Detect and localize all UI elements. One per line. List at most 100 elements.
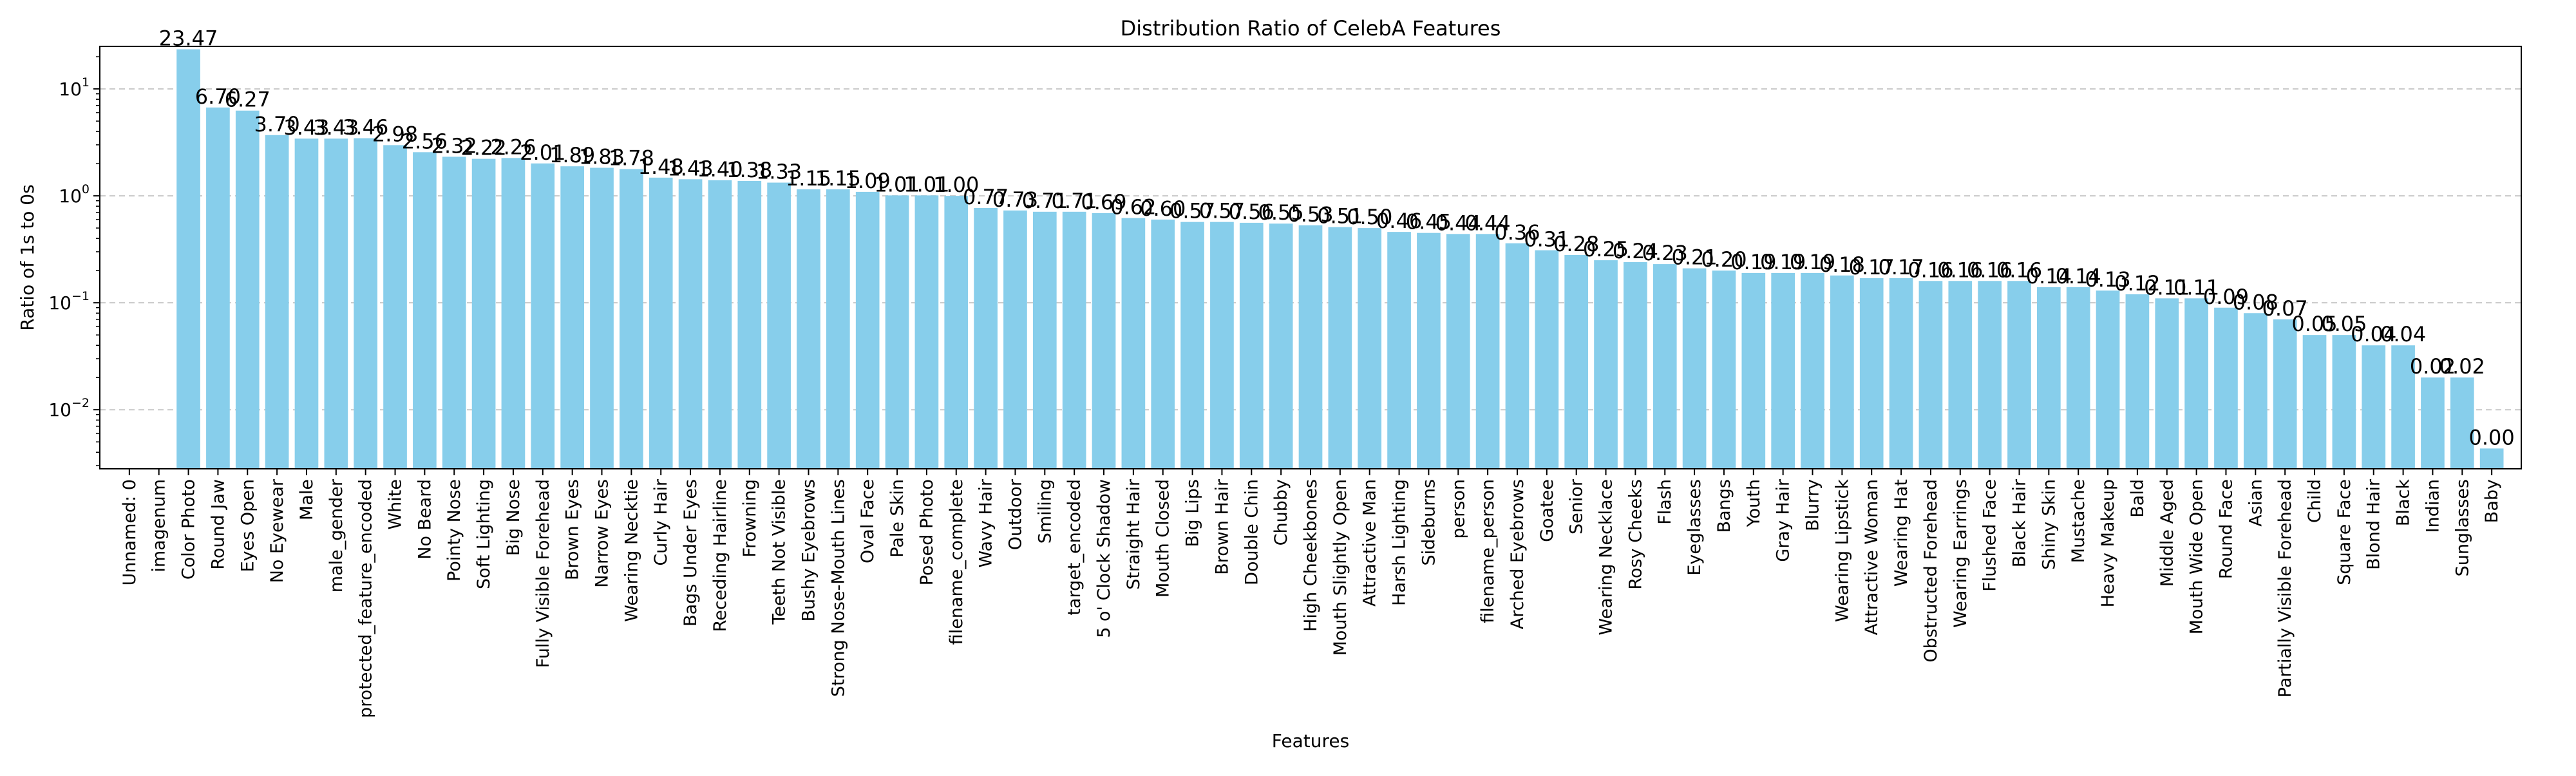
x-tick-label: Male [297,479,317,520]
bar-value-label: 1.48 [638,155,684,179]
x-tick-label: filename_complete [947,479,967,645]
bar-value-label: 1.00 [933,173,979,197]
x-tick-label: Wearing Necklace [1596,479,1616,636]
x-tick-label: Outdoor [1005,478,1025,550]
bar [1682,268,1707,469]
bar-value-label: 0.00 [2469,425,2515,450]
bar-value-label: 6.70 [195,84,241,109]
x-tick-label: Wearing Earrings [1951,479,1971,628]
bar-value-label: 0.57 [1199,199,1245,223]
bar [471,158,496,469]
bar-value-label: 6.27 [225,88,270,112]
bar [1121,218,1146,469]
x-tick-label: Chubby [1271,479,1291,545]
x-tick-label: Wearing Hat [1891,479,1911,587]
bar-value-label: 0.36 [1494,220,1540,245]
bar [1092,213,1116,469]
x-tick-label: Rosy Cheeks [1625,479,1645,590]
bar-value-label: 0.07 [2262,296,2308,321]
x-tick-label: Wearing Necktie [621,479,641,622]
bar-value-label: 1.01 [874,172,920,196]
x-tick-label: Teeth Not Visible [770,479,790,625]
bar-value-label: 0.13 [2085,267,2130,292]
bar-value-label: 1.01 [904,172,949,196]
x-tick-label: Black Hair [2009,478,2029,567]
bar [1151,219,1175,469]
x-tick-label: Wavy Hair [976,478,996,567]
bar-value-label: 0.24 [1613,239,1658,263]
y-axis-label: Ratio of 1s to 0s [17,184,38,330]
bar-value-label: 0.05 [2291,312,2337,336]
x-tick-label: Straight Hair [1124,478,1144,590]
x-tick-label: Mouth Closed [1153,479,1173,598]
x-tick-label: Eyeglasses [1685,479,1705,576]
bar-value-label: 1.40 [697,157,743,182]
x-tick-label: Mustache [2069,479,2088,563]
bar [1298,225,1323,469]
bar-value-label: 0.77 [963,185,1009,209]
bar-value-label: 0.11 [2174,275,2219,299]
x-tick-label: Receding Hairline [710,479,730,632]
x-tick-label: Pale Skin [887,479,907,558]
bar-value-label: 1.15 [786,166,831,191]
bar [885,195,909,469]
x-tick-label: Mouth Wide Open [2187,479,2207,634]
bar-value-label: 0.57 [1170,199,1215,223]
x-tick-label: Mouth Slightly Open [1331,479,1350,656]
bar-value-label: 3.43 [283,115,329,140]
bar [620,169,643,469]
bar-value-label: 0.16 [1937,258,1983,282]
bar [737,180,762,469]
bar [1948,281,1973,469]
bar-value-label: 0.05 [2321,312,2367,336]
bar-value-label: 1.09 [845,169,891,193]
bar [265,135,289,469]
x-tick-label: Senior [1567,478,1587,535]
bar-value-label: 0.18 [1819,252,1865,277]
x-tick-label: Narrow Eyes [592,479,612,588]
bar-value-label: 0.44 [1435,211,1481,235]
x-tick-label: No Eyewear [267,478,287,583]
x-tick-label: Unnamed: 0 [120,479,140,585]
x-tick-label: Youth [1744,479,1764,527]
bar [1801,272,1824,469]
bar-value-label: 0.56 [1229,200,1274,224]
bar [2302,335,2327,469]
bar-series [176,49,2504,469]
bar [2450,377,2474,469]
x-tick-label: person [1448,479,1468,539]
bar [2066,287,2090,469]
bar-value-label: 0.25 [1583,237,1629,261]
x-tick-label: No Beard [415,479,435,560]
bar [1269,223,1293,469]
bar [383,145,407,469]
x-tick-label: Flash [1655,479,1675,525]
x-tick-label: Strong Nose-Mouth Lines [828,479,848,697]
x-tick-label: White [386,479,406,530]
bar [442,156,466,469]
bar [1387,232,1411,469]
bar-value-label: 0.31 [1524,227,1569,252]
x-tick-label: Bags Under Eyes [681,479,701,627]
x-tick-label: Goatee [1537,479,1557,542]
bar [294,138,319,469]
bar-value-label: 1.33 [756,160,802,184]
bar [2421,377,2445,469]
bar [1358,228,1382,469]
bar-value-label: 3.70 [254,112,299,137]
bar [1830,275,1854,469]
bar-value-label: 0.17 [1849,255,1895,279]
bar-value-label: 0.73 [992,187,1038,212]
bar [826,189,850,469]
bar-value-label: 0.16 [1996,258,2042,282]
bar-value-label: 0.44 [1464,211,1510,235]
bar [708,180,732,469]
bar [413,152,437,469]
bar [974,207,998,469]
x-tick-label: Fully Visible Forehead [533,479,553,668]
bar [2184,298,2208,469]
bar [1505,243,1530,469]
x-tick-label: Color Photo [179,479,199,580]
bar-value-label: 1.15 [815,166,861,191]
